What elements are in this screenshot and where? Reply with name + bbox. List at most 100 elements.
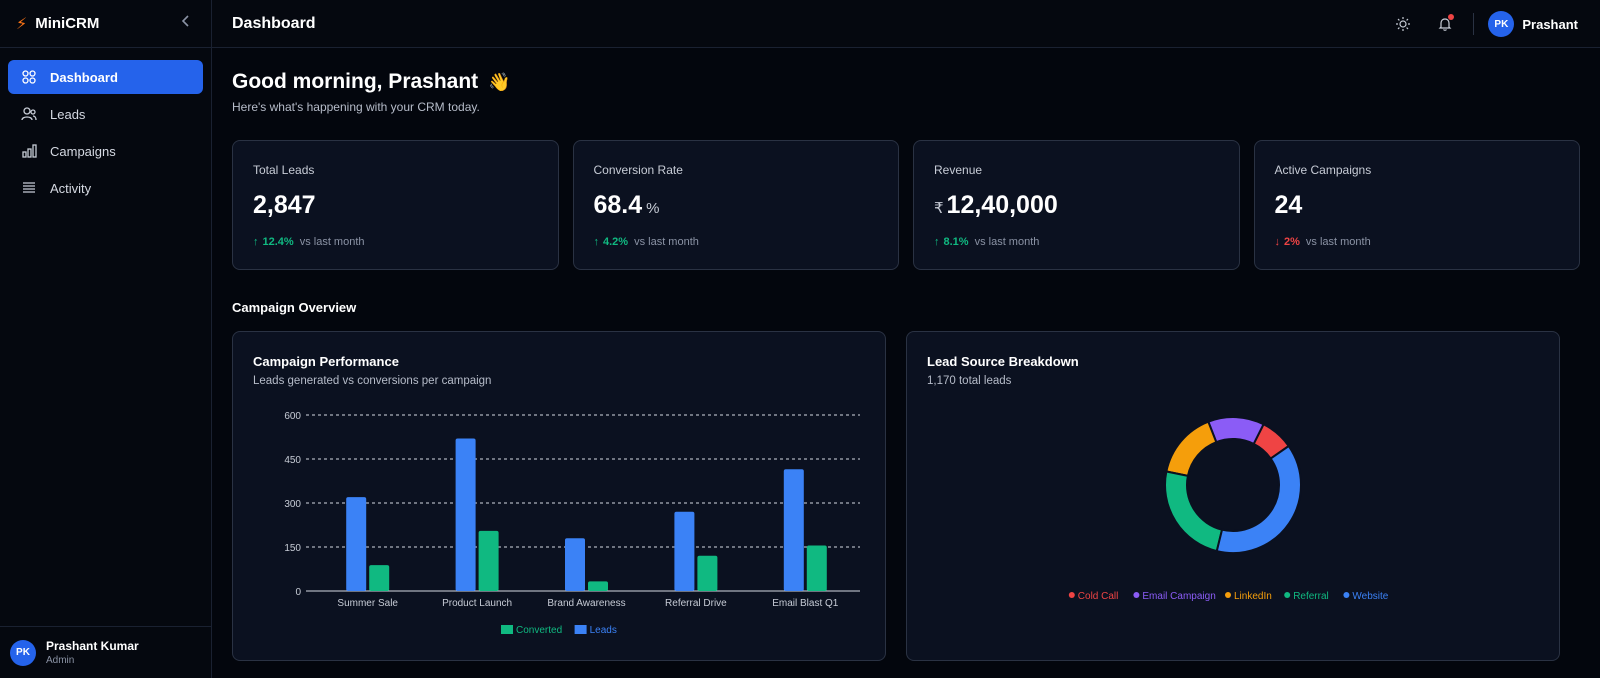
- collapse-sidebar-icon[interactable]: [181, 14, 191, 31]
- stat-note: vs last month: [299, 236, 365, 248]
- arrow-down-icon: ↓: [1274, 236, 1281, 248]
- legend-label: Referral: [1293, 591, 1329, 602]
- legend-swatch: [574, 625, 587, 634]
- lead-source-donut-chart: Cold Call Email Campaign LinkedIn Referral W…: [1068, 416, 1389, 602]
- stat-label: Total Leads: [253, 163, 315, 177]
- stat-change: 8.1%: [943, 236, 969, 248]
- brand: ⚡ MiniCRM: [0, 0, 211, 48]
- card-subtitle: Leads generated vs conversions per campa…: [253, 375, 492, 387]
- sidebar-item-activity[interactable]: Activity: [8, 171, 203, 205]
- stat-value: 68.4: [593, 191, 643, 219]
- wave-emoji: 👋: [488, 71, 511, 92]
- greeting: Good morning, Prashant 👋: [232, 70, 1580, 94]
- bar-converted: [369, 565, 390, 591]
- bar-leads: [674, 511, 695, 591]
- theme-toggle-icon[interactable]: [1393, 14, 1413, 34]
- x-tick-label: Summer Sale: [337, 598, 398, 609]
- legend-label: Email Campaign: [1142, 591, 1215, 602]
- section-title: Campaign Overview: [232, 300, 357, 315]
- legend-dot: [1343, 592, 1350, 598]
- donut-slice: [1164, 470, 1224, 553]
- x-tick-label: Email Blast Q1: [772, 598, 839, 609]
- sidebar-item-campaigns[interactable]: Campaigns: [8, 134, 203, 168]
- bar-leads: [455, 438, 476, 591]
- divider: [1473, 13, 1475, 35]
- donut-slice: [1165, 420, 1218, 478]
- stat-card-total-leads: Total Leads 2,847 ↑ 12.4% vs last month: [232, 140, 559, 270]
- sidebar-nav: Dashboard Leads Campaigns Activity: [0, 48, 211, 220]
- legend-label: LinkedIn: [1234, 591, 1272, 602]
- sidebar-user[interactable]: PK Prashant Kumar Admin: [0, 626, 211, 678]
- greeting-title: Good morning, Prashant: [232, 70, 479, 93]
- stat-card-conversion-rate: Conversion Rate 68.4% ↑ 4.2% vs last mon…: [572, 140, 899, 270]
- bar-leads: [346, 497, 367, 591]
- stat-value: 24: [1274, 191, 1303, 219]
- main: Dashboard PK Prashant Good morning, Pras…: [212, 0, 1600, 678]
- stat-label: Revenue: [934, 163, 983, 177]
- y-tick-label: 0: [295, 587, 301, 598]
- legend-dot: [1133, 592, 1140, 598]
- sidebar-item-label: Leads: [50, 106, 86, 122]
- x-tick-label: Referral Drive: [665, 598, 727, 609]
- bolt-icon: ⚡: [16, 15, 28, 33]
- dashboard-content: Good morning, Prashant 👋 Here's what's h…: [212, 48, 1600, 661]
- page-title: Dashboard: [232, 14, 316, 32]
- campaign-performance-card: Campaign Performance Leads generated vs …: [232, 331, 886, 661]
- stat-card-active-campaigns: Active Campaigns 24 ↓ 2% vs last month: [1253, 140, 1580, 270]
- stats-row: Total Leads 2,847 ↑ 12.4% vs last month …: [232, 140, 1580, 270]
- stat-card-revenue: Revenue ₹12,40,000 ↑ 8.1% vs last month: [913, 140, 1240, 270]
- sidebar-item-label: Dashboard: [50, 69, 118, 85]
- sidebar-item-dashboard[interactable]: Dashboard: [8, 60, 203, 94]
- y-tick-label: 300: [284, 499, 301, 510]
- bar-leads: [783, 469, 804, 591]
- user-name: Prashant Kumar: [46, 639, 139, 653]
- y-tick-label: 450: [284, 455, 301, 466]
- user-name[interactable]: Prashant: [1522, 16, 1578, 32]
- arrow-up-icon: ↑: [934, 236, 940, 248]
- bar-chart-icon: [20, 142, 38, 160]
- bar-converted: [806, 545, 827, 591]
- arrow-up-icon: ↑: [253, 236, 259, 248]
- legend-dot: [1068, 592, 1075, 598]
- legend-swatch: [501, 625, 513, 634]
- charts-row: Campaign Performance Leads generated vs …: [232, 331, 1580, 661]
- sidebar-item-leads[interactable]: Leads: [8, 97, 203, 131]
- sidebar: ⚡ MiniCRM Dashboard Leads: [0, 0, 212, 678]
- stat-note: vs last month: [634, 236, 699, 248]
- user-role: Admin: [46, 655, 75, 666]
- legend-label: Leads: [590, 625, 617, 636]
- brand-name: MiniCRM: [35, 15, 100, 32]
- card-title: Campaign Performance: [253, 354, 399, 369]
- arrow-up-icon: ↑: [593, 236, 600, 248]
- lead-source-card: Lead Source Breakdown 1,170 total leads …: [906, 331, 1560, 661]
- stat-value: 2,847: [253, 191, 316, 219]
- campaign-bar-chart: 0 150 300 450 600 Summer Sale Product Launch Br…: [284, 411, 860, 636]
- currency-symbol: ₹: [934, 200, 944, 217]
- top-actions: PK Prashant: [1371, 0, 1578, 48]
- legend-dot: [1225, 592, 1231, 598]
- legend-dot: [1284, 592, 1291, 598]
- grid-icon: [20, 68, 38, 86]
- bell-icon[interactable]: [1435, 14, 1455, 34]
- avatar: PK: [10, 639, 36, 666]
- bar-leads: [565, 538, 585, 591]
- stat-change: 4.2%: [603, 236, 629, 248]
- stat-unit: %: [646, 200, 660, 217]
- greeting-subtitle: Here's what's happening with your CRM to…: [232, 100, 480, 114]
- legend-label: Cold Call: [1078, 591, 1119, 602]
- y-tick-label: 150: [284, 543, 301, 554]
- stat-note: vs last month: [1305, 236, 1371, 248]
- avatar[interactable]: PK: [1488, 11, 1515, 37]
- x-tick-label: Product Launch: [442, 598, 512, 609]
- stat-label: Conversion Rate: [593, 163, 683, 177]
- legend-label: Converted: [516, 625, 562, 636]
- notification-dot: [1448, 14, 1455, 20]
- users-icon: [20, 105, 38, 123]
- sidebar-item-label: Campaigns: [50, 143, 116, 159]
- bar-converted: [697, 555, 718, 591]
- bar-converted: [588, 581, 608, 591]
- donut-slice: [1215, 444, 1302, 554]
- stat-change: 2%: [1284, 236, 1300, 248]
- legend-label: Website: [1352, 591, 1388, 602]
- stat-value: 12,40,000: [946, 191, 1058, 219]
